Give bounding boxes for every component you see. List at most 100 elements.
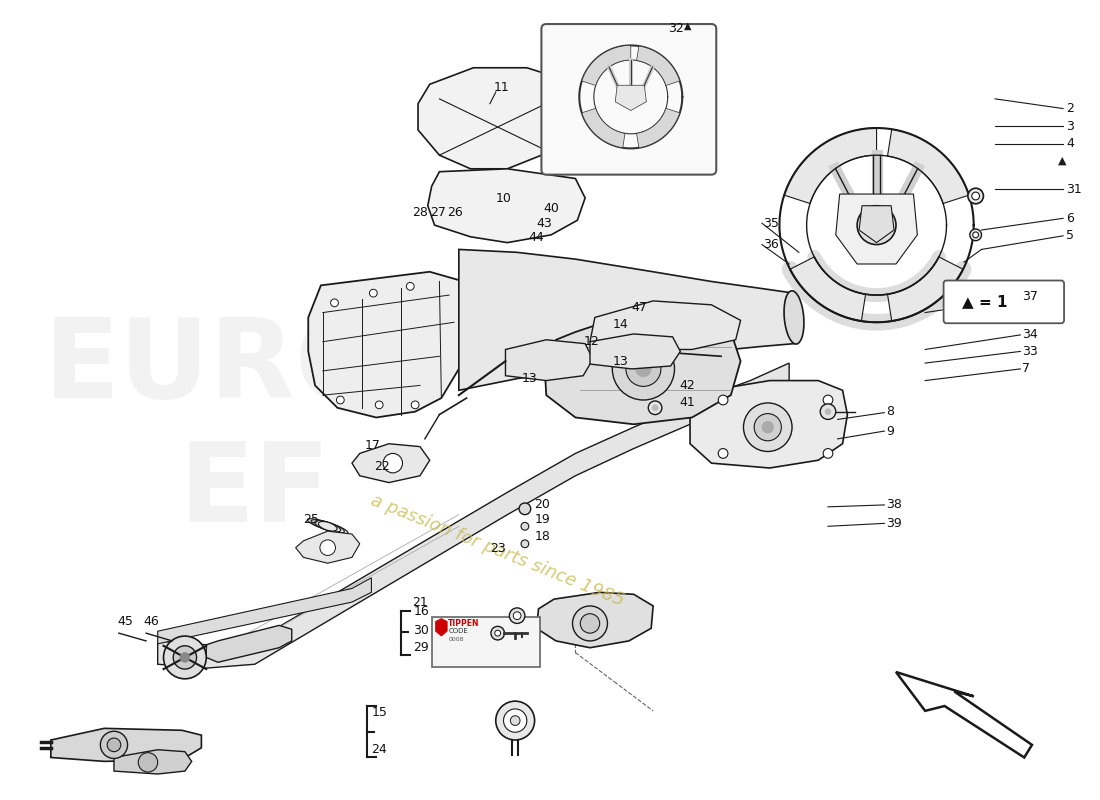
Polygon shape: [859, 206, 894, 242]
Text: 8: 8: [887, 405, 894, 418]
Polygon shape: [690, 381, 847, 468]
Text: 37: 37: [1022, 290, 1038, 302]
Text: 29: 29: [414, 642, 429, 654]
Text: 23: 23: [490, 542, 506, 555]
Text: 26: 26: [448, 206, 463, 219]
Circle shape: [331, 299, 339, 306]
Polygon shape: [615, 86, 647, 110]
Bar: [431, 617, 540, 667]
Polygon shape: [637, 46, 680, 86]
Text: 14: 14: [613, 318, 628, 330]
Polygon shape: [428, 169, 585, 242]
Polygon shape: [544, 313, 740, 424]
Polygon shape: [157, 363, 789, 668]
Circle shape: [626, 351, 661, 386]
Text: 47: 47: [631, 302, 648, 314]
Text: 35: 35: [763, 217, 779, 230]
Circle shape: [581, 614, 600, 633]
Circle shape: [521, 522, 529, 530]
Circle shape: [411, 401, 419, 409]
Text: 20: 20: [535, 498, 550, 511]
Text: 16: 16: [414, 606, 429, 618]
Circle shape: [744, 403, 792, 451]
Polygon shape: [888, 257, 964, 321]
Circle shape: [496, 701, 535, 740]
Text: 31: 31: [1066, 182, 1081, 196]
Polygon shape: [590, 334, 680, 369]
Circle shape: [180, 653, 189, 662]
Circle shape: [164, 636, 207, 679]
Text: 45: 45: [117, 615, 133, 628]
Text: 11: 11: [494, 81, 509, 94]
Polygon shape: [784, 128, 877, 203]
Text: 17: 17: [364, 439, 381, 452]
Text: 5: 5: [1066, 230, 1074, 242]
Circle shape: [971, 192, 979, 200]
Circle shape: [107, 738, 121, 752]
Text: 9: 9: [887, 425, 894, 438]
Circle shape: [173, 646, 197, 669]
Text: 25: 25: [304, 513, 319, 526]
Circle shape: [320, 540, 336, 555]
Circle shape: [613, 338, 674, 400]
Polygon shape: [590, 301, 740, 350]
Text: 44: 44: [529, 231, 544, 244]
Text: 4: 4: [1066, 137, 1074, 150]
Text: 30: 30: [414, 624, 429, 637]
Polygon shape: [418, 68, 573, 169]
Text: 15: 15: [372, 706, 387, 719]
Circle shape: [718, 395, 728, 405]
Text: ▲ = 1: ▲ = 1: [962, 294, 1008, 310]
Circle shape: [383, 454, 403, 473]
Circle shape: [648, 401, 662, 414]
Circle shape: [514, 612, 521, 619]
Polygon shape: [436, 618, 448, 636]
Polygon shape: [207, 626, 292, 662]
Polygon shape: [888, 129, 969, 203]
Text: 38: 38: [887, 498, 902, 511]
Circle shape: [491, 626, 505, 640]
Text: 10: 10: [496, 193, 512, 206]
Circle shape: [627, 93, 635, 101]
Circle shape: [495, 630, 500, 636]
Text: 19: 19: [535, 513, 550, 526]
Circle shape: [823, 395, 833, 405]
Text: 33: 33: [1022, 345, 1038, 358]
Circle shape: [375, 401, 383, 409]
Text: 41: 41: [680, 397, 695, 410]
Ellipse shape: [784, 290, 804, 344]
Ellipse shape: [318, 522, 337, 531]
Text: 22: 22: [374, 459, 390, 473]
Text: 24: 24: [372, 743, 387, 756]
Circle shape: [337, 396, 344, 404]
Circle shape: [572, 606, 607, 641]
Text: 3: 3: [1066, 119, 1074, 133]
Polygon shape: [352, 444, 430, 482]
Text: 42: 42: [680, 379, 695, 392]
Circle shape: [871, 219, 882, 231]
Polygon shape: [896, 672, 1032, 758]
Text: 2: 2: [1066, 102, 1074, 115]
Ellipse shape: [307, 518, 348, 534]
Circle shape: [370, 290, 377, 297]
Circle shape: [100, 731, 128, 758]
Text: 18: 18: [535, 530, 550, 542]
Circle shape: [821, 404, 836, 419]
Circle shape: [139, 753, 157, 772]
Polygon shape: [582, 46, 630, 86]
Polygon shape: [637, 108, 680, 148]
Polygon shape: [157, 578, 372, 644]
Circle shape: [823, 449, 833, 458]
Polygon shape: [537, 592, 653, 648]
Polygon shape: [582, 108, 625, 148]
Circle shape: [509, 608, 525, 623]
Polygon shape: [114, 750, 191, 774]
Text: 46: 46: [143, 615, 158, 628]
Circle shape: [406, 282, 415, 290]
Text: 12: 12: [583, 335, 598, 348]
Text: 40: 40: [543, 202, 559, 215]
Polygon shape: [459, 250, 794, 390]
Circle shape: [621, 88, 639, 106]
Text: a passion for parts since 1985: a passion for parts since 1985: [368, 491, 627, 610]
Text: 7: 7: [1022, 362, 1031, 375]
